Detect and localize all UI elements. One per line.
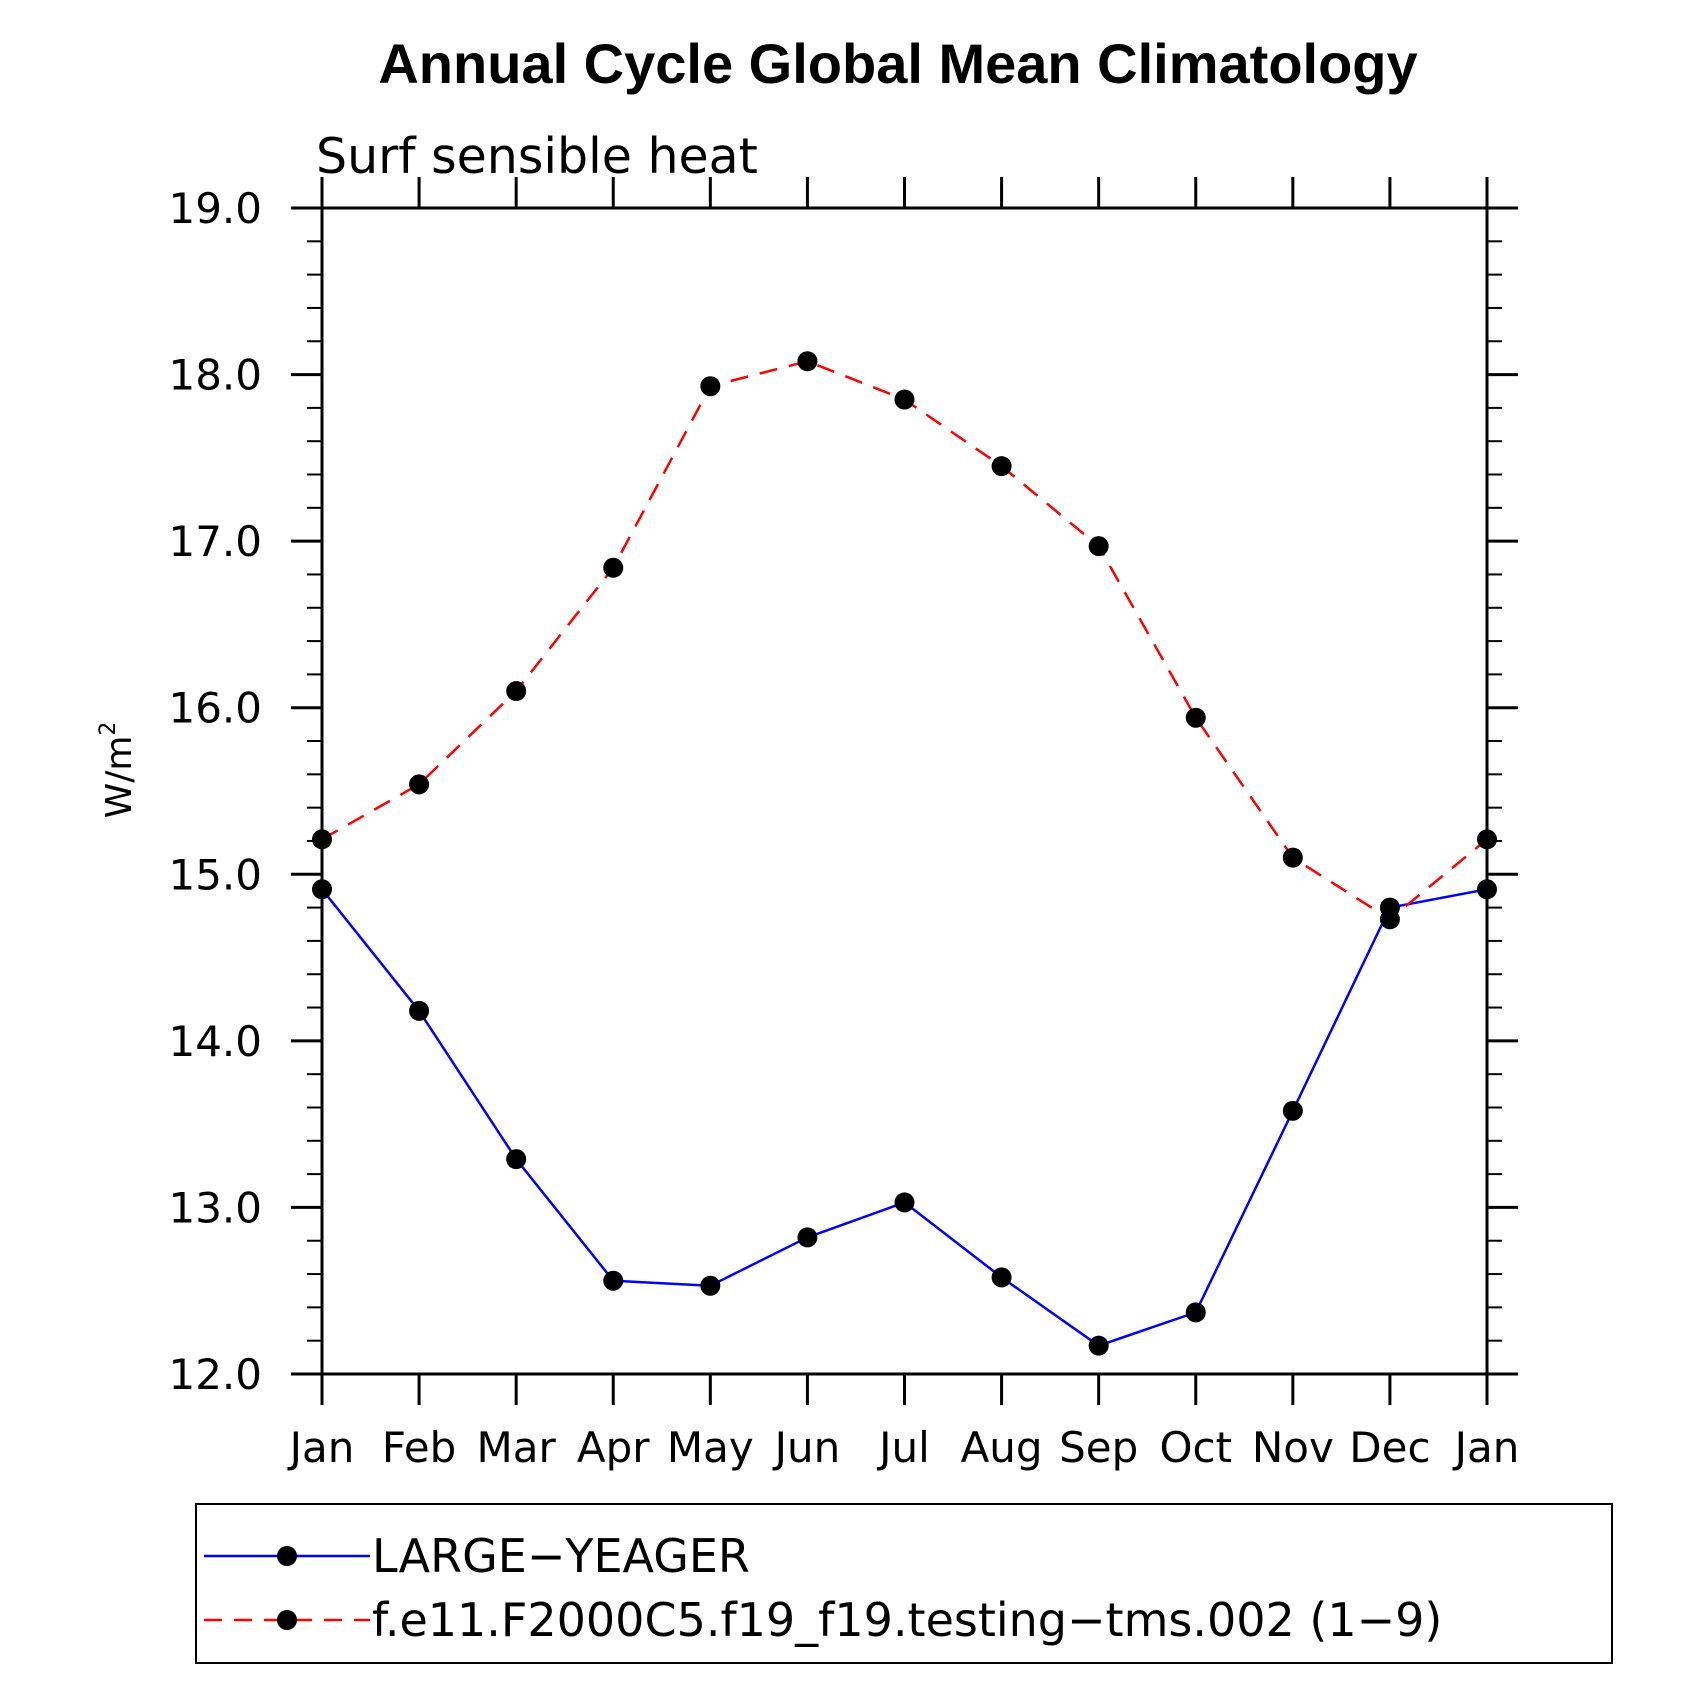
chart-subtitle: Surf sensible heat bbox=[316, 128, 758, 185]
data-point-s0-7 bbox=[991, 1267, 1012, 1288]
data-point-s1-8 bbox=[1088, 536, 1109, 557]
x-tick-label: Feb bbox=[382, 1423, 456, 1472]
y-tick-label: 13.0 bbox=[168, 1183, 262, 1232]
data-point-s0-6 bbox=[894, 1192, 915, 1213]
y-tick-label: 14.0 bbox=[168, 1017, 262, 1066]
y-tick-labels: 12.0 13.0 14.0 15.0 16.0 17.0 18.0 19.0 bbox=[168, 184, 262, 1399]
series-line-0 bbox=[321, 888, 1488, 1348]
y-axis-label-base: W/m bbox=[99, 736, 140, 819]
x-tick-label: Aug bbox=[961, 1423, 1043, 1472]
data-point-s1-5 bbox=[797, 351, 818, 372]
data-point-s1-9 bbox=[1185, 707, 1206, 728]
series-line-1 bbox=[321, 359, 1488, 921]
legend-marker-testing bbox=[277, 1610, 297, 1630]
legend-label-testing: f.e11.F2000C5.f19_f19.testing−tms.002 (1… bbox=[372, 1593, 1442, 1647]
x-tick-label: May bbox=[667, 1423, 754, 1472]
y-axis-label: W/m2 bbox=[96, 722, 140, 819]
data-point-s1-1 bbox=[409, 774, 430, 795]
y-axis-label-superscript: 2 bbox=[96, 722, 121, 736]
legend-marker-large-yeager bbox=[277, 1546, 297, 1566]
plot-frame bbox=[320, 206, 1489, 1376]
x-tick-label: Nov bbox=[1252, 1423, 1334, 1472]
y-tick-label: 19.0 bbox=[168, 184, 262, 233]
legend-box bbox=[195, 1503, 1613, 1664]
chart-title: Annual Cycle Global Mean Climatology bbox=[378, 32, 1417, 95]
y-tick-label: 12.0 bbox=[168, 1350, 262, 1399]
data-point-s0-3 bbox=[603, 1270, 624, 1291]
data-point-s0-2 bbox=[506, 1149, 527, 1170]
data-point-s0-10 bbox=[1282, 1100, 1303, 1121]
x-tick-label: Jan bbox=[287, 1423, 355, 1472]
x-tick-label: Apr bbox=[577, 1423, 650, 1472]
data-point-s1-11 bbox=[1379, 909, 1400, 930]
data-point-s0-1 bbox=[409, 1000, 430, 1021]
data-point-s1-2 bbox=[506, 681, 527, 702]
legend-label-large-yeager: LARGE−YEAGER bbox=[372, 1529, 750, 1583]
x-tick-label: Jul bbox=[876, 1423, 930, 1472]
x-tick-label: Dec bbox=[1349, 1423, 1430, 1472]
data-point-s1-3 bbox=[603, 557, 624, 578]
x-tick-labels: Jan Feb Mar Apr May Jun Jul Aug Sep Oct Nov Dec Jan bbox=[287, 1423, 1520, 1472]
major-ticks bbox=[291, 177, 1518, 1405]
data-point-s0-5 bbox=[797, 1227, 818, 1248]
x-tick-label: Jun bbox=[772, 1423, 841, 1472]
data-point-s0-4 bbox=[700, 1275, 721, 1296]
data-point-s1-7 bbox=[991, 456, 1012, 477]
y-tick-label: 16.0 bbox=[168, 684, 262, 733]
data-point-s1-10 bbox=[1282, 847, 1303, 868]
y-tick-label: 18.0 bbox=[168, 351, 262, 400]
x-tick-label: Mar bbox=[477, 1423, 557, 1472]
svg-text:W/m2: W/m2 bbox=[96, 722, 140, 819]
y-tick-label: 17.0 bbox=[168, 517, 262, 566]
x-tick-label: Jan bbox=[1452, 1423, 1520, 1472]
x-tick-label: Oct bbox=[1159, 1423, 1232, 1472]
y-tick-label: 15.0 bbox=[168, 850, 262, 899]
data-point-s1-4 bbox=[700, 376, 721, 397]
data-point-s1-6 bbox=[894, 389, 915, 410]
data-markers bbox=[312, 351, 1497, 1356]
legend: LARGE−YEAGER f.e11.F2000C5.f19_f19.testi… bbox=[195, 1503, 1613, 1664]
x-tick-label: Sep bbox=[1059, 1423, 1138, 1472]
data-point-s0-8 bbox=[1088, 1335, 1109, 1356]
data-point-s0-9 bbox=[1185, 1302, 1206, 1323]
